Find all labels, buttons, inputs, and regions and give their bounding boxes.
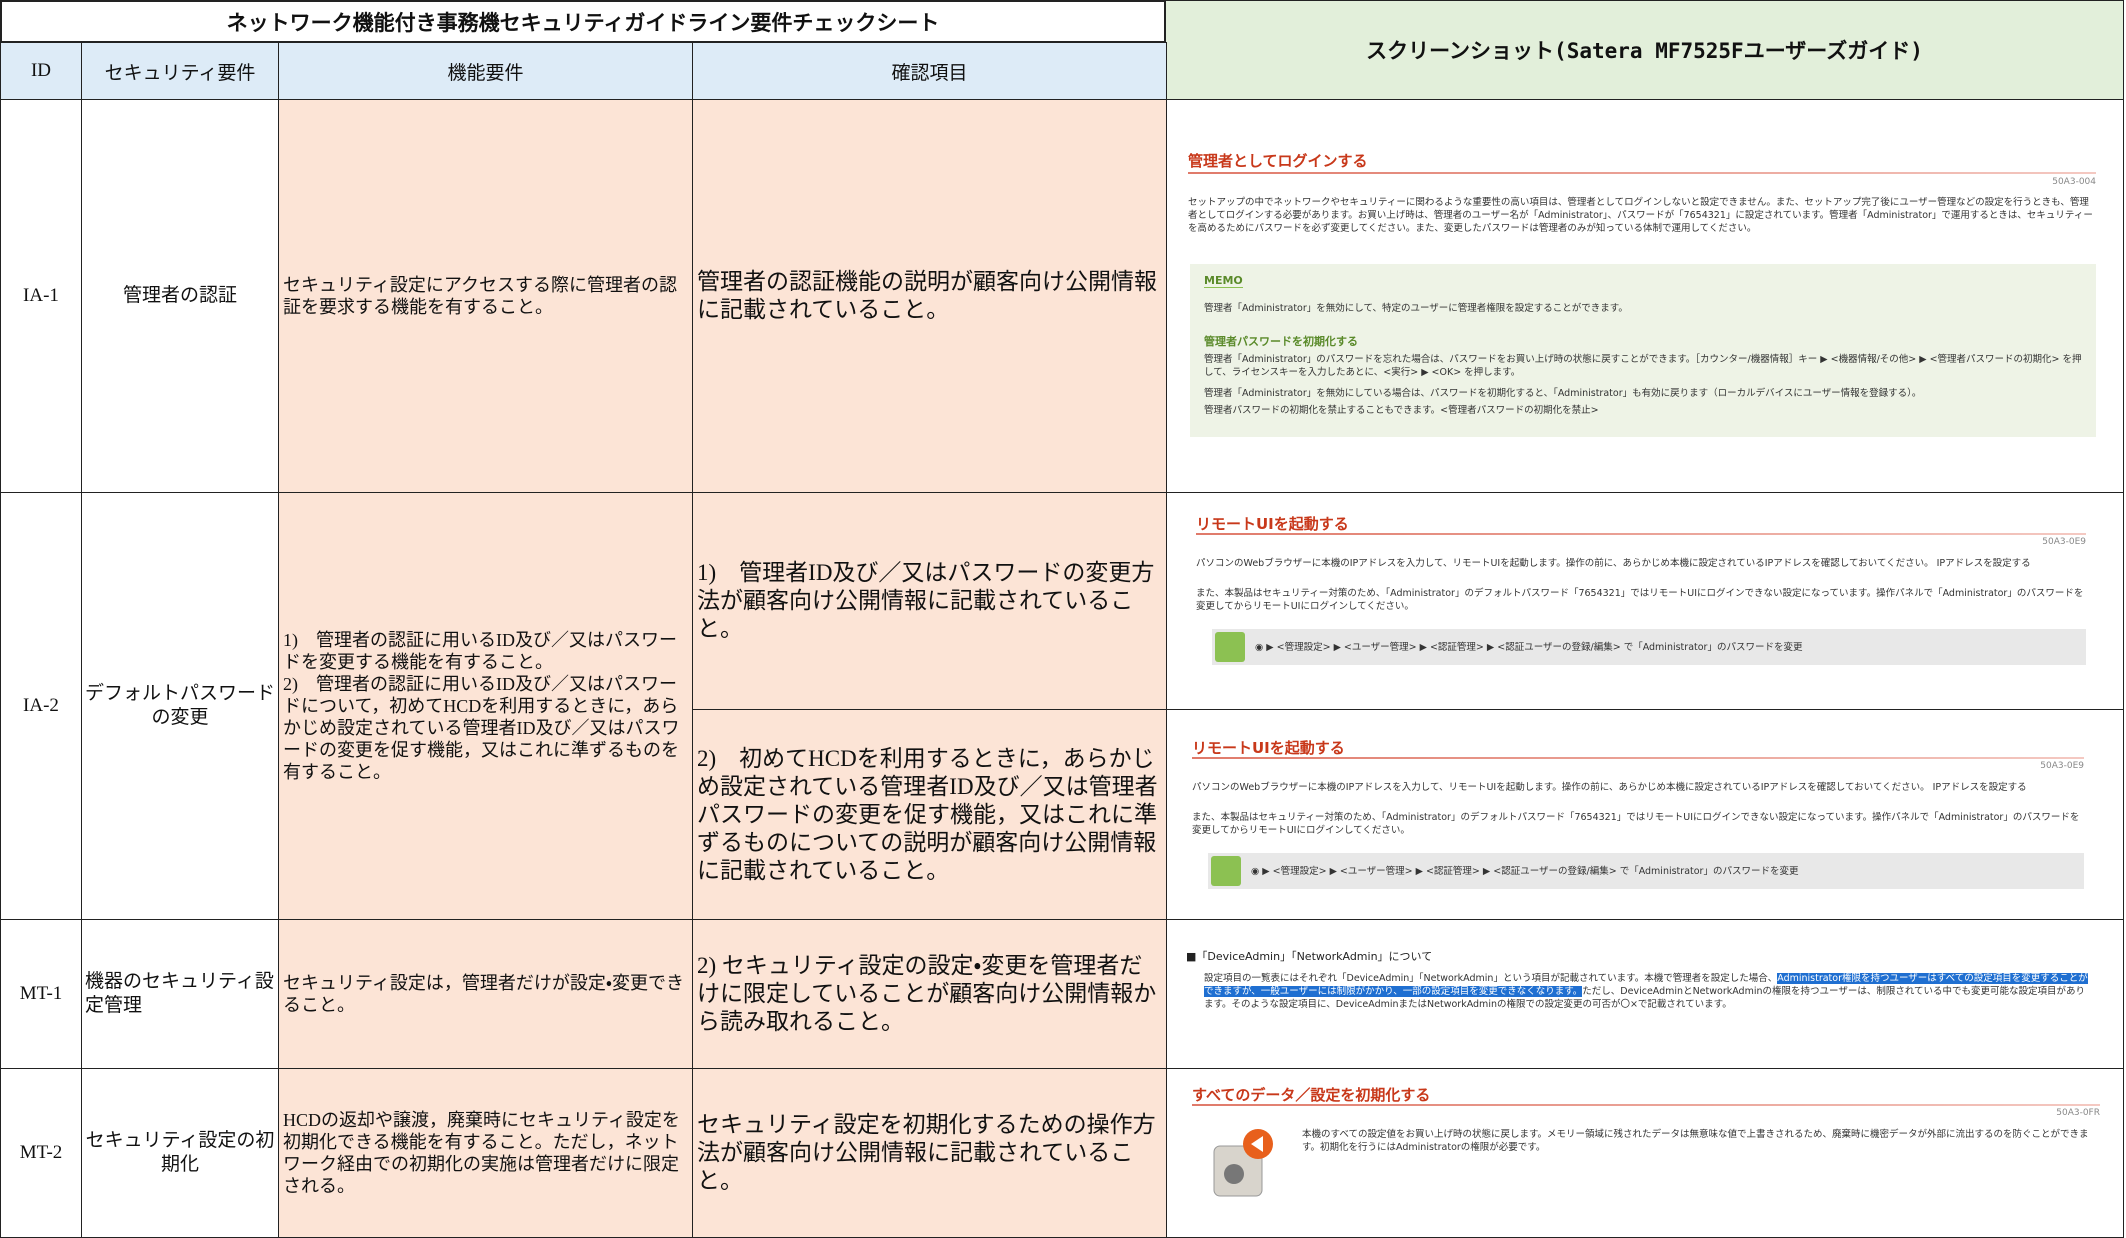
column-header: 確認項目 [692, 42, 1167, 100]
doc-title: リモートUIを起動する [1196, 515, 1349, 533]
reset-arrow [1251, 1136, 1263, 1152]
requirement: 機器のセキュリティ設定管理 [81, 919, 279, 1069]
step-bar [1212, 629, 2086, 665]
column-header: 機能要件 [278, 42, 693, 100]
doc-code: 50A3-0FR [2056, 1108, 2100, 1118]
title-rule [1192, 1104, 2100, 1106]
doc-text: また、本製品はセキュリティー対策のため、「Administrator」のデフォル… [1196, 588, 2084, 612]
requirement: セキュリティ設定の初期化 [81, 1068, 279, 1238]
function-requirement: HCDの返却や譲渡，廃棄時にセキュリティ設定を初期化できる機能を有すること。ただ… [278, 1068, 693, 1238]
row-id: IA-2 [0, 492, 82, 920]
step-bar [1208, 853, 2084, 889]
check-item: 1) 管理者ID及び／又はパスワードの変更方法が顧客向け公開情報に記載されている… [692, 492, 1167, 710]
sheet-title: ネットワーク機能付き事務機セキュリティガイドライン要件チェックシート [0, 0, 1166, 43]
hand-icon [1215, 632, 1245, 662]
memo-item: 管理者「Administrator」を無効にしている場合は、パスワードを初期化す… [1204, 388, 1922, 399]
row-id: MT-2 [0, 1068, 82, 1238]
function-requirement: 1) 管理者の認証に用いるID及び／又はパスワードを変更する機能を有すること。 … [278, 492, 693, 920]
doc-paragraph: 設定項目の一覧表にはそれぞれ「DeviceAdmin」「NetworkAdmin… [1204, 972, 2090, 1011]
hand-icon [1211, 856, 1241, 886]
title-rule [1196, 533, 2086, 535]
check-item: セキュリティ設定を初期化するための操作方法が顧客向け公開情報に記載されていること… [692, 1068, 1167, 1238]
doc-title: すべてのデータ／設定を初期化する [1192, 1086, 1431, 1104]
doc-text: セットアップの中でネットワークやセキュリティーに関わるような重要性の高い項目は、… [1188, 197, 2093, 234]
step-text: ◉ ▶ <管理設定> ▶ <ユーザー管理> ▶ <認証管理> ▶ <認証ユーザー… [1255, 642, 1803, 653]
check-item: 2) 初めてHCDを利用するときに，あらかじめ設定されている管理者ID及び／又は… [692, 709, 1167, 920]
gear [1224, 1164, 1244, 1184]
row-id: IA-1 [0, 99, 82, 493]
check-item: 管理者の認証機能の説明が顧客向け公開情報に記載されていること。 [692, 99, 1167, 493]
doc-text: ただし、DeviceAdminとNetworkAdminの権限を持つユーザーは、… [1204, 986, 2086, 1010]
doc-code: 50A3-0E9 [2040, 761, 2084, 771]
memo-text: 管理者「Administrator」のパスワードを忘れた場合は、パスワードをお買… [1204, 354, 2082, 378]
doc-text: パソコンのWebブラウザーに本機のIPアドレスを入力して、リモートUIを起動しま… [1196, 558, 2031, 569]
row-id: MT-1 [0, 919, 82, 1069]
memo-subheading: 管理者パスワードを初期化する [1204, 335, 1358, 348]
check-item: 2) セキュリティ設定の設定・変更を管理者だけに限定していることが顧客向け公開情… [692, 919, 1167, 1069]
title-rule [1188, 172, 2096, 174]
doc-text: パソコンのWebブラウザーに本機のIPアドレスを入力して、リモートUIを起動しま… [1192, 782, 2027, 793]
function-requirement: セキュリティ設定は，管理者だけが設定・変更できること。 [278, 919, 693, 1069]
memo-box [1190, 264, 2096, 437]
column-header: セキュリティ要件 [81, 42, 279, 100]
doc-text: また、本製品はセキュリティー対策のため、「Administrator」のデフォル… [1192, 812, 2080, 836]
requirement: デフォルトパスワードの変更 [81, 492, 279, 920]
function-requirement: セキュリティ設定にアクセスする際に管理者の認証を要求する機能を有すること。 [278, 99, 693, 493]
reset-icon [1213, 1129, 1273, 1197]
screenshot-header: スクリーンショット(Satera MF7525Fユーザーズガイド) [1165, 0, 2124, 100]
doc-code: 50A3-0E9 [2042, 537, 2086, 547]
step-text: ◉ ▶ <管理設定> ▶ <ユーザー管理> ▶ <認証管理> ▶ <認証ユーザー… [1251, 866, 1799, 877]
doc-text: 本機のすべての設定値をお買い上げ時の状態に戻します。メモリー領域に残されたデータ… [1302, 1129, 2089, 1153]
doc-title: 管理者としてログインする [1188, 152, 1368, 170]
memo-label: MEMO [1204, 274, 1243, 288]
memo-item: 管理者パスワードの初期化を禁止することもできます。<管理者パスワードの初期化を禁… [1204, 405, 1599, 416]
column-header: ID [0, 42, 82, 100]
doc-text: 設定項目の一覧表にはそれぞれ「DeviceAdmin」「NetworkAdmin… [1204, 973, 1778, 984]
doc-code: 50A3-004 [2052, 177, 2096, 187]
requirement: 管理者の認証 [81, 99, 279, 493]
title-rule [1192, 757, 2084, 759]
doc-heading: ■「DeviceAdmin」「NetworkAdmin」について [1186, 950, 1433, 963]
doc-title: リモートUIを起動する [1192, 739, 1345, 757]
memo-item: 管理者「Administrator」を無効にして、特定のユーザーに管理者権限を設… [1204, 303, 1628, 314]
